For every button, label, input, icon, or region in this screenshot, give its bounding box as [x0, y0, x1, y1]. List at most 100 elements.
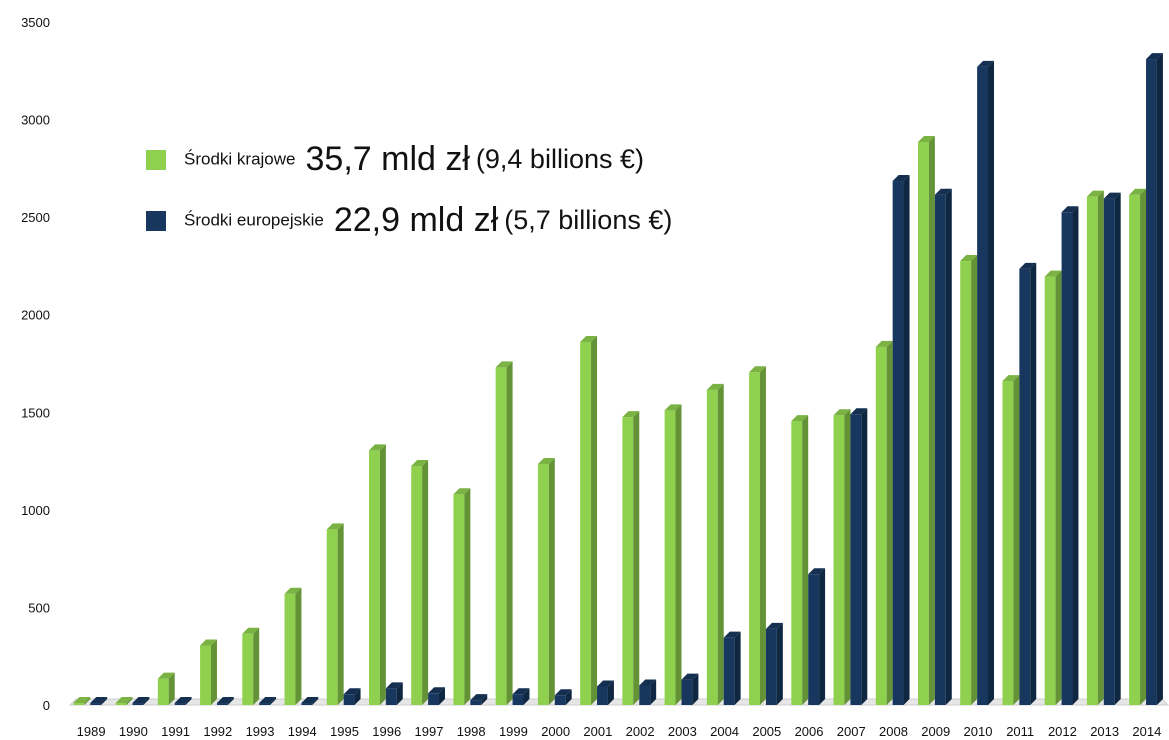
bar-europejskie-1998: [470, 694, 488, 705]
bar-europejskie-1999: [512, 688, 530, 705]
bar-europejskie-2001: [597, 680, 614, 705]
x-tick-label: 2010: [964, 724, 993, 739]
x-tick-label: 2014: [1132, 724, 1161, 739]
x-tick-label: 1994: [288, 724, 317, 739]
bar-krajowe-1998: [453, 488, 471, 705]
legend-item-krajowe: Środki krajowe 35,7 mld zł (9,4 billions €…: [146, 140, 644, 179]
bar-europejskie-2011: [1019, 262, 1037, 705]
bar-europejskie-2012: [1061, 206, 1079, 705]
y-tick-label: 2000: [21, 308, 50, 323]
bar-krajowe-1989: [73, 697, 91, 705]
x-tick-label: 2011: [1006, 724, 1034, 739]
x-axis: 1989 1990 1991 1992 1993 1994 1995 1996 1997 1998…: [77, 724, 1162, 739]
bar-europejskie-2010: [977, 60, 995, 705]
y-tick-label: 1500: [21, 405, 50, 420]
legend-paren-europejskie: (5,7 billions €): [504, 205, 673, 235]
y-tick-label: 3000: [21, 113, 50, 128]
bar-krajowe-1990: [115, 697, 133, 705]
bar-europejskie-1991: [174, 697, 192, 705]
bar-europejskie-1990: [132, 697, 150, 705]
x-tick-label: 2003: [668, 724, 697, 739]
y-tick-label: 1000: [21, 503, 50, 518]
bar-krajowe-1999: [495, 361, 513, 705]
bar-krajowe-2002: [622, 411, 640, 705]
x-tick-label: 1991: [161, 724, 190, 739]
legend-swatch-krajowe: [146, 149, 166, 170]
x-tick-label: 2008: [879, 724, 908, 739]
x-tick-label: 2005: [752, 724, 781, 739]
legend-amount-europejskie: 22,9 mld zł: [333, 201, 499, 239]
x-tick-label: 2013: [1090, 724, 1119, 739]
bar-europejskie-2002: [639, 679, 657, 705]
bar-krajowe-1994: [284, 587, 302, 705]
bar-krajowe-2003: [664, 404, 682, 705]
bar-europejskie-1997: [428, 687, 446, 705]
bar-europejskie-2005: [765, 622, 783, 705]
y-tick-label: 0: [43, 698, 50, 713]
bar-europejskie-2008: [892, 175, 910, 705]
bar-krajowe-2009: [917, 136, 935, 705]
x-tick-label: 2007: [837, 724, 866, 739]
bar-krajowe-1995: [326, 523, 344, 705]
x-tick-label: 2001: [583, 724, 612, 739]
x-tick-label: 1999: [499, 724, 528, 739]
bar-krajowe-1997: [411, 459, 429, 705]
bar-krajowe-1993: [242, 627, 260, 705]
bar-krajowe-2007: [833, 409, 851, 705]
x-tick-label: 1996: [372, 724, 401, 739]
y-tick-label: 500: [28, 600, 50, 615]
x-tick-label: 1992: [203, 724, 232, 739]
bar-krajowe-2010: [960, 255, 978, 706]
bars-group: [73, 53, 1163, 706]
x-tick-label: 2009: [921, 724, 950, 739]
bar-krajowe-2013: [1086, 190, 1104, 706]
bar-europejskie-2006: [808, 568, 826, 705]
x-tick-label: 2006: [795, 724, 824, 739]
x-tick-label: 1993: [246, 724, 275, 739]
x-tick-label: 1998: [457, 724, 486, 739]
x-tick-label: 1989: [77, 724, 106, 739]
x-tick-label: 1995: [330, 724, 359, 739]
x-tick-label: 1997: [415, 724, 444, 739]
bar-europejskie-2014: [1146, 53, 1163, 705]
bar-krajowe-2012: [1044, 270, 1062, 705]
legend-label-europejskie: Środki europejskie: [184, 210, 324, 230]
bar-krajowe-2005: [749, 366, 766, 705]
legend-paren-krajowe: (9,4 billions €): [475, 144, 644, 174]
bar-krajowe-1996: [368, 444, 386, 705]
legend-amount-krajowe: 35,7 mld zł: [305, 140, 470, 178]
y-tick-label: 2500: [21, 210, 50, 225]
legend-item-europejskie: Środki europejskie 22,9 mld zł (5,7 billio…: [146, 201, 672, 240]
bar-europejskie-1992: [216, 697, 234, 705]
bar-krajowe-2011: [1002, 375, 1020, 705]
bar-krajowe-2000: [537, 457, 555, 705]
bar-europejskie-2003: [681, 673, 699, 705]
bar-krajowe-2008: [875, 340, 893, 705]
y-axis: 0 500 1000 1500 2000 2500 3000 3500: [21, 15, 50, 713]
bar-europejskie-1993: [259, 697, 277, 705]
x-tick-label: 2004: [710, 724, 739, 739]
bar-europejskie-1989: [90, 697, 108, 705]
bar-krajowe-1992: [200, 639, 217, 705]
bar-krajowe-2004: [706, 383, 724, 705]
bar-krajowe-2014: [1129, 188, 1147, 706]
bar-krajowe-2001: [580, 336, 598, 705]
bar-europejskie-1995: [343, 688, 361, 705]
legend-label-krajowe: Środki krajowe: [184, 149, 296, 169]
bar-europejskie-2007: [850, 408, 868, 705]
bar-europejskie-2013: [1103, 192, 1121, 706]
bar-europejskie-2000: [554, 689, 572, 705]
legend-swatch-europejskie: [146, 210, 166, 231]
y-tick-label: 3500: [21, 15, 50, 30]
bar-europejskie-1996: [385, 682, 403, 705]
x-tick-label: 2012: [1048, 724, 1077, 739]
bar-europejskie-2009: [934, 188, 952, 706]
bar-krajowe-1991: [157, 672, 175, 705]
bar-europejskie-1994: [301, 697, 319, 705]
x-tick-label: 2000: [541, 724, 570, 739]
x-tick-label: 2002: [626, 724, 655, 739]
bar-europejskie-2004: [723, 631, 741, 705]
x-tick-label: 1990: [119, 724, 148, 739]
bar-krajowe-2006: [791, 415, 809, 705]
